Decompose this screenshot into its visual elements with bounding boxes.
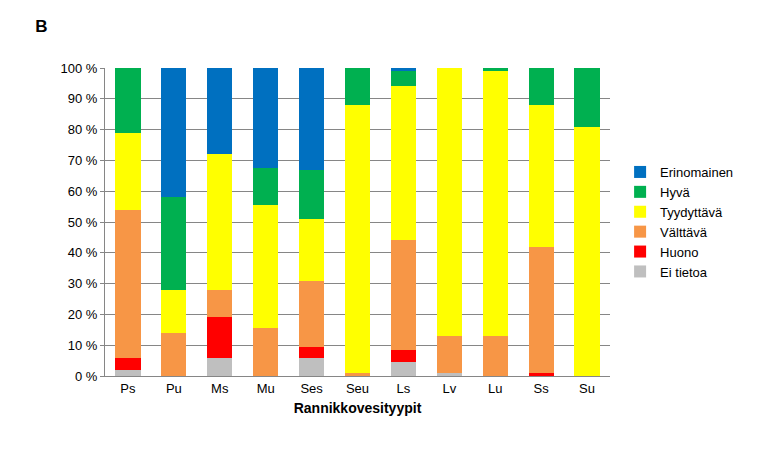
svg-text:Ei tietoa: Ei tietoa [660,265,708,280]
svg-text:70 %: 70 % [68,153,98,168]
svg-text:Hyvä: Hyvä [660,185,690,200]
svg-text:90 %: 90 % [68,91,98,106]
svg-text:B: B [35,17,47,36]
svg-text:Lu: Lu [488,381,502,396]
svg-text:Ms: Ms [211,381,229,396]
svg-text:Seu: Seu [346,381,369,396]
svg-text:Lv: Lv [442,381,456,396]
svg-text:Su: Su [579,381,595,396]
svg-text:Huono: Huono [660,245,698,260]
svg-text:80 %: 80 % [68,122,98,137]
svg-text:Erinomainen: Erinomainen [660,165,733,180]
svg-text:50 %: 50 % [68,215,98,230]
svg-text:30 %: 30 % [68,276,98,291]
svg-text:100 %: 100 % [61,61,98,76]
svg-text:20 %: 20 % [68,307,98,322]
svg-text:Pu: Pu [166,381,182,396]
svg-text:40 %: 40 % [68,245,98,260]
svg-text:Tyydyttävä: Tyydyttävä [660,205,723,220]
svg-text:Mu: Mu [257,381,275,396]
svg-text:Ls: Ls [397,381,411,396]
svg-text:10 %: 10 % [68,338,98,353]
svg-text:Ses: Ses [300,381,323,396]
svg-text:60 %: 60 % [68,184,98,199]
svg-text:Välttävä: Välttävä [660,225,708,240]
svg-text:Rannikkovesityypit: Rannikkovesityypit [294,400,422,416]
svg-text:0 %: 0 % [75,369,98,384]
svg-text:Ss: Ss [534,381,550,396]
svg-text:Ps: Ps [120,381,136,396]
